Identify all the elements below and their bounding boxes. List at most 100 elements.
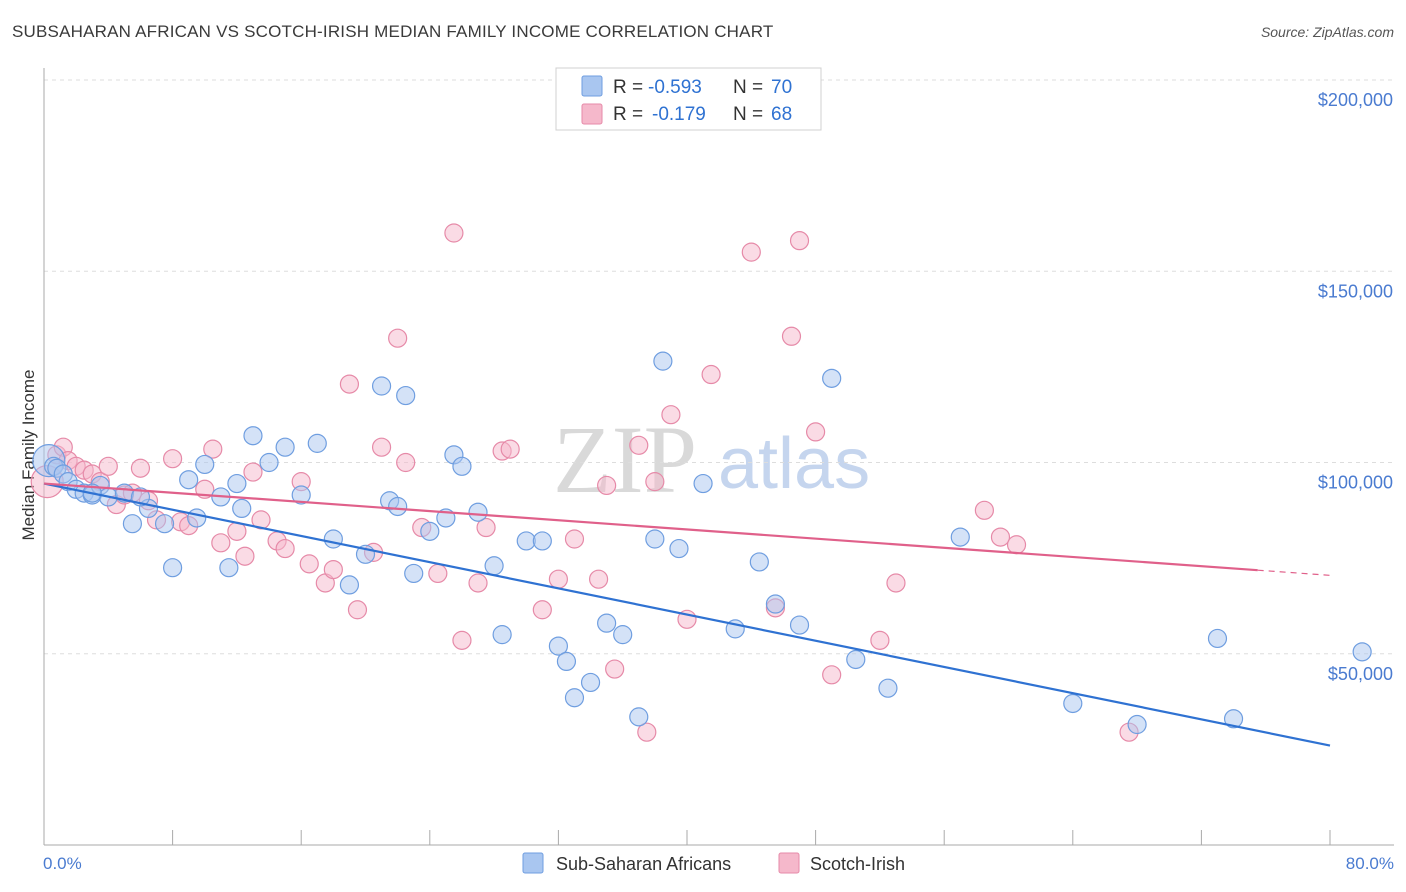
- bottom-legend-label-pink: Scotch-Irish: [810, 854, 905, 874]
- bottom-legend-swatch-blue: [522, 852, 544, 874]
- scotch-irish-point: [661, 405, 681, 425]
- sub-saharan-africans-point: [195, 454, 215, 475]
- scotch-irish-point: [532, 600, 552, 620]
- legend-n-value-pink: 68: [771, 104, 792, 125]
- sub-saharan-africans-point: [556, 651, 577, 672]
- sub-saharan-africans-point: [339, 575, 360, 595]
- sub-saharan-africans-point: [580, 672, 601, 693]
- scotch-irish-point: [163, 449, 183, 469]
- bottom-legend-label-blue: Sub-Saharan Africans: [556, 854, 731, 874]
- sub-saharan-africans-point: [653, 351, 673, 371]
- sub-saharan-africans-point: [396, 385, 416, 406]
- sub-saharan-africans-point: [548, 636, 569, 656]
- legend-swatch-blue: [581, 75, 603, 97]
- sub-saharan-africans-point: [1063, 693, 1083, 714]
- sub-saharan-africans-point: [122, 514, 143, 534]
- scotch-irish-point: [98, 456, 118, 476]
- scotch-irish-point: [323, 559, 343, 580]
- sub-saharan-africans-point: [516, 531, 536, 551]
- sub-saharan-africans-point: [492, 625, 512, 645]
- scotch-irish-point: [500, 439, 520, 459]
- scotch-irish-point: [347, 600, 368, 620]
- scotch-irish-point: [452, 630, 472, 650]
- sub-saharan-africans-point: [1207, 628, 1228, 649]
- sub-saharan-africans-point: [629, 707, 649, 727]
- scotch-irish-point: [388, 328, 408, 348]
- scotch-irish-point: [371, 437, 392, 457]
- sub-saharan-africans-point: [259, 452, 279, 473]
- y-tick-labels: $50,000 $100,000 $150,000 $200,000: [1318, 90, 1393, 684]
- watermark-atlas: atlas: [718, 424, 870, 504]
- sub-saharan-africans-point: [789, 615, 810, 635]
- sub-saharan-africans-point: [307, 433, 327, 453]
- sub-saharan-africans-point: [275, 437, 295, 457]
- legend-swatch-pink: [581, 103, 603, 125]
- sub-saharan-africans-point: [154, 514, 175, 534]
- scotch-irish-point: [637, 722, 657, 742]
- y-tick-label: $100,000: [1318, 473, 1393, 493]
- scotch-irish-point: [597, 475, 617, 496]
- sub-saharan-africans-point: [1352, 642, 1372, 662]
- sub-saharan-africans-point: [564, 688, 585, 708]
- scotch-irish-point: [990, 527, 1011, 547]
- series-legend: Sub-Saharan Africans Scotch-Irish: [522, 852, 905, 874]
- bottom-legend-swatch-pink: [778, 852, 800, 874]
- sub-saharan-africans-point: [243, 426, 263, 446]
- scotch-irish-point: [564, 529, 585, 549]
- scotch-irish-point: [444, 223, 464, 243]
- scotch-irish-point: [299, 554, 319, 574]
- scotch-irish-point: [428, 563, 448, 584]
- sub-saharan-africans-point: [597, 613, 617, 633]
- scotch-irish-point: [548, 569, 569, 589]
- sub-saharan-africans-point: [219, 558, 239, 578]
- scotch-irish-point: [396, 452, 416, 473]
- sub-saharan-africans-point: [404, 563, 424, 584]
- scotch-irish-point: [275, 538, 295, 559]
- sub-saharan-africans-point: [468, 502, 488, 522]
- chart-title: SUBSAHARAN AFRICAN VS SCOTCH-IRISH MEDIA…: [12, 22, 774, 41]
- scotch-irish-point: [629, 435, 649, 455]
- scotch-irish-trend-line: [43, 482, 1258, 572]
- scotch-irish-point: [203, 439, 223, 459]
- scotch-irish-point: [886, 573, 906, 593]
- scotch-irish-point: [339, 374, 360, 394]
- scotch-irish-point: [805, 422, 826, 442]
- legend-r-value-blue: -0.593: [648, 77, 702, 98]
- sub-saharan-africans-point: [693, 473, 713, 494]
- legend-n-label-blue: N =: [733, 77, 763, 98]
- sub-saharan-africans-point: [1223, 709, 1244, 729]
- scotch-irish-trend-line-extension: [1257, 569, 1331, 576]
- scotch-irish-point: [588, 569, 609, 589]
- scotch-irish-point: [476, 517, 496, 538]
- y-tick-label: $200,000: [1318, 90, 1393, 110]
- sub-saharan-africans-point: [179, 470, 199, 490]
- sub-saharan-africans-point: [669, 538, 689, 559]
- sub-saharan-africans-point: [878, 678, 898, 698]
- sub-saharan-africans-point: [613, 625, 633, 645]
- scotch-irish-point: [974, 500, 994, 520]
- y-tick-label: $150,000: [1318, 281, 1393, 301]
- sub-saharan-africans-point: [822, 368, 842, 388]
- legend-n-label-pink: N =: [733, 104, 763, 125]
- scotch-irish-point: [822, 665, 842, 685]
- sub-saharan-africans-point: [846, 649, 866, 670]
- legend-r-value-pink: -0.179: [652, 104, 706, 125]
- correlation-legend: R = -0.593 N = 70 R = -0.179 N = 68: [555, 67, 822, 131]
- sub-saharan-africans-point: [420, 521, 440, 541]
- sub-saharan-africans-point: [532, 531, 552, 551]
- sub-saharan-africans-point: [323, 529, 343, 549]
- sub-saharan-africans-point: [765, 594, 786, 614]
- scotch-irish-point: [235, 546, 255, 566]
- scotch-irish-point: [211, 533, 231, 553]
- x-tick-label-max: 80.0%: [1346, 854, 1394, 873]
- y-axis-label: Median Family Income: [19, 369, 38, 540]
- scotch-irish-point: [243, 462, 263, 482]
- trend-lines: [43, 482, 1331, 747]
- scotch-irish-point: [870, 630, 890, 650]
- source-label: Source: ZipAtlas.com: [1260, 24, 1394, 40]
- gridlines: [44, 79, 1394, 655]
- sub-saharan-africans-point: [452, 456, 472, 476]
- sub-saharan-africans-point: [232, 498, 252, 518]
- sub-saharan-africans-point: [645, 529, 665, 549]
